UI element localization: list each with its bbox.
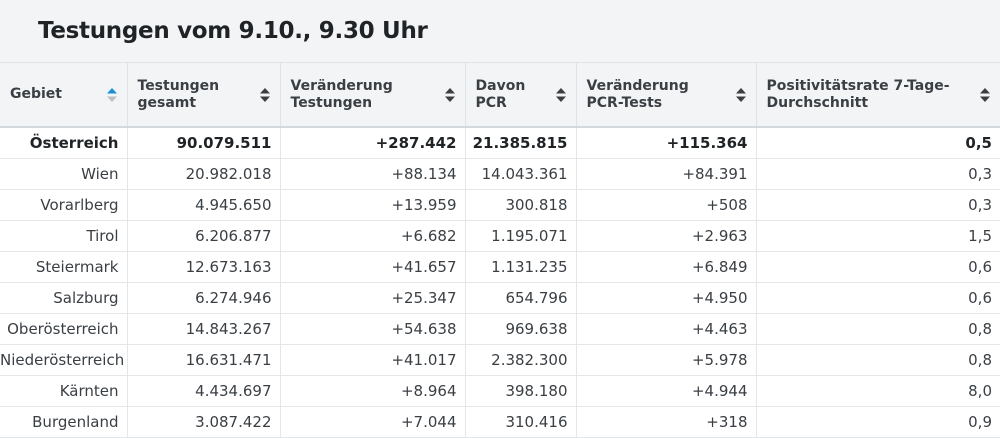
- cell-positivitaetsrate: 0,5: [756, 127, 1000, 159]
- cell-davon-pcr: 654.796: [465, 282, 577, 314]
- table-row: Oberösterreich 14.843.267 +54.638 969.63…: [0, 313, 1000, 345]
- col-header-testungen-gesamt[interactable]: Testungen gesamt: [127, 62, 281, 128]
- table-row: Wien 20.982.018 +88.134 14.043.361 +84.3…: [0, 158, 1000, 190]
- cell-davon-pcr: 1.131.235: [465, 251, 577, 283]
- cell-davon-pcr: 398.180: [465, 375, 577, 407]
- col-header-label: Testungen gesamt: [137, 77, 220, 111]
- cell-veraenderung-pcr: +4.463: [576, 313, 757, 345]
- cell-davon-pcr: 1.195.071: [465, 220, 577, 252]
- cell-veraenderung-testungen: +6.682: [280, 220, 466, 252]
- table-row: Tirol 6.206.877 +6.682 1.195.071 +2.963 …: [0, 220, 1000, 252]
- cell-veraenderung-testungen: +25.347: [280, 282, 466, 314]
- cell-positivitaetsrate: 1,5: [756, 220, 1000, 252]
- cell-davon-pcr: 310.416: [465, 406, 577, 438]
- cell-gebiet: Tirol: [0, 220, 128, 252]
- cell-veraenderung-testungen: +54.638: [280, 313, 466, 345]
- col-header-label: Positivitätsrate 7-Tage-Durchschnitt: [766, 77, 950, 111]
- cell-testungen-gesamt: 12.673.163: [127, 251, 281, 283]
- cell-veraenderung-testungen: +287.442: [280, 127, 466, 159]
- col-header-davon-pcr[interactable]: Davon PCR: [465, 62, 577, 128]
- table-row: Niederösterreich 16.631.471 +41.017 2.38…: [0, 344, 1000, 376]
- cell-gebiet: Salzburg: [0, 282, 128, 314]
- cell-gebiet: Österreich: [0, 127, 128, 159]
- cell-positivitaetsrate: 0,3: [756, 189, 1000, 221]
- cell-positivitaetsrate: 8,0: [756, 375, 1000, 407]
- cell-testungen-gesamt: 20.982.018: [127, 158, 281, 190]
- sort-icon[interactable]: [444, 87, 455, 102]
- table-header-row: Gebiet Testungen gesamt Veränderung Test…: [0, 62, 1000, 128]
- cell-positivitaetsrate: 0,6: [756, 251, 1000, 283]
- col-header-positivitaetsrate[interactable]: Positivitätsrate 7-Tage-Durchschnitt: [756, 62, 1000, 128]
- col-header-label: Veränderung PCR-Tests: [586, 77, 689, 111]
- cell-testungen-gesamt: 14.843.267: [127, 313, 281, 345]
- sort-icon[interactable]: [735, 87, 746, 102]
- cell-gebiet: Wien: [0, 158, 128, 190]
- testing-table: Gebiet Testungen gesamt Veränderung Test…: [0, 62, 1000, 438]
- cell-davon-pcr: 2.382.300: [465, 344, 577, 376]
- cell-testungen-gesamt: 4.434.697: [127, 375, 281, 407]
- table-row: Vorarlberg 4.945.650 +13.959 300.818 +50…: [0, 189, 1000, 221]
- cell-davon-pcr: 969.638: [465, 313, 577, 345]
- table-row: Burgenland 3.087.422 +7.044 310.416 +318…: [0, 406, 1000, 438]
- cell-veraenderung-testungen: +41.017: [280, 344, 466, 376]
- cell-veraenderung-testungen: +13.959: [280, 189, 466, 221]
- col-header-gebiet[interactable]: Gebiet: [0, 62, 128, 128]
- col-header-label: Veränderung Testungen: [290, 77, 393, 111]
- cell-veraenderung-pcr: +2.963: [576, 220, 757, 252]
- cell-positivitaetsrate: 0,8: [756, 313, 1000, 345]
- sort-icon[interactable]: [555, 87, 566, 102]
- col-header-veraenderung-testungen[interactable]: Veränderung Testungen: [280, 62, 466, 128]
- cell-gebiet: Niederösterreich: [0, 344, 128, 376]
- page-title: Testungen vom 9.10., 9.30 Uhr: [38, 18, 428, 44]
- cell-veraenderung-pcr: +115.364: [576, 127, 757, 159]
- cell-testungen-gesamt: 3.087.422: [127, 406, 281, 438]
- cell-davon-pcr: 14.043.361: [465, 158, 577, 190]
- cell-veraenderung-testungen: +88.134: [280, 158, 466, 190]
- cell-gebiet: Burgenland: [0, 406, 128, 438]
- col-header-veraenderung-pcr[interactable]: Veränderung PCR-Tests: [576, 62, 757, 128]
- cell-gebiet: Oberösterreich: [0, 313, 128, 345]
- cell-veraenderung-testungen: +8.964: [280, 375, 466, 407]
- cell-gebiet: Vorarlberg: [0, 189, 128, 221]
- cell-testungen-gesamt: 90.079.511: [127, 127, 281, 159]
- cell-veraenderung-pcr: +6.849: [576, 251, 757, 283]
- col-header-label: Davon PCR: [475, 77, 526, 111]
- cell-gebiet: Kärnten: [0, 375, 128, 407]
- cell-veraenderung-pcr: +84.391: [576, 158, 757, 190]
- cell-veraenderung-pcr: +508: [576, 189, 757, 221]
- cell-positivitaetsrate: 0,9: [756, 406, 1000, 438]
- col-header-label: Gebiet: [10, 86, 62, 102]
- cell-positivitaetsrate: 0,8: [756, 344, 1000, 376]
- sort-icon[interactable]: [259, 87, 270, 102]
- cell-veraenderung-pcr: +4.950: [576, 282, 757, 314]
- table-row: Kärnten 4.434.697 +8.964 398.180 +4.944 …: [0, 375, 1000, 407]
- sort-icon[interactable]: [980, 87, 990, 102]
- cell-veraenderung-testungen: +41.657: [280, 251, 466, 283]
- cell-testungen-gesamt: 4.945.650: [127, 189, 281, 221]
- cell-testungen-gesamt: 6.274.946: [127, 282, 281, 314]
- cell-veraenderung-pcr: +5.978: [576, 344, 757, 376]
- cell-positivitaetsrate: 0,6: [756, 282, 1000, 314]
- cell-davon-pcr: 300.818: [465, 189, 577, 221]
- title-bar: Testungen vom 9.10., 9.30 Uhr: [0, 0, 1000, 62]
- sort-asc-active-icon[interactable]: [106, 87, 117, 102]
- table-row: Salzburg 6.274.946 +25.347 654.796 +4.95…: [0, 282, 1000, 314]
- table-row: Steiermark 12.673.163 +41.657 1.131.235 …: [0, 251, 1000, 283]
- cell-veraenderung-pcr: +318: [576, 406, 757, 438]
- cell-veraenderung-pcr: +4.944: [576, 375, 757, 407]
- cell-positivitaetsrate: 0,3: [756, 158, 1000, 190]
- cell-veraenderung-testungen: +7.044: [280, 406, 466, 438]
- cell-testungen-gesamt: 6.206.877: [127, 220, 281, 252]
- cell-davon-pcr: 21.385.815: [465, 127, 577, 159]
- cell-testungen-gesamt: 16.631.471: [127, 344, 281, 376]
- cell-gebiet: Steiermark: [0, 251, 128, 283]
- table-row-total: Österreich 90.079.511 +287.442 21.385.81…: [0, 127, 1000, 159]
